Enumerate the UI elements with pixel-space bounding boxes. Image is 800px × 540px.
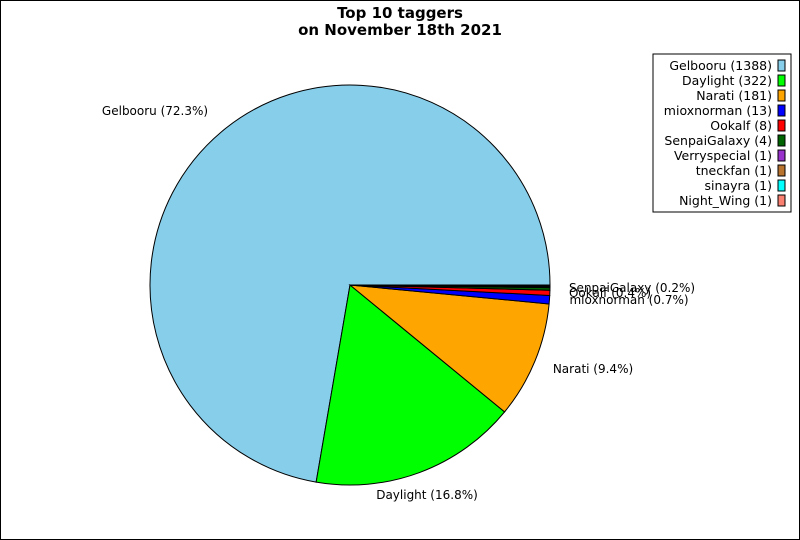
slice-label-ookalf: Ookalf (0.4%) — [569, 286, 651, 300]
legend-label-ookalf: Ookalf (8) — [710, 118, 772, 133]
legend-swatch-daylight — [777, 74, 786, 87]
slice-labels: Gelbooru (72.3%) Daylight (16.8%) Narati (… — [102, 104, 695, 502]
slice-label-daylight: Daylight (16.8%) — [376, 488, 478, 502]
legend-swatch-night_wing — [777, 194, 786, 207]
pie-slice-gelbooru — [149, 84, 551, 483]
chart-title-line-2: on November 18th 2021 — [298, 21, 502, 39]
legend-label-narati: Narati (181) — [696, 88, 772, 103]
legend: Gelbooru (1388)Daylight (322)Narati (181… — [652, 53, 792, 213]
slice-label-senpaigalaxy: SenpaiGalaxy (0.2%) — [569, 281, 695, 295]
legend-label-gelbooru: Gelbooru (1388) — [669, 58, 772, 73]
legend-swatch-sinayra — [777, 179, 786, 192]
legend-label-senpaigalaxy: SenpaiGalaxy (4) — [664, 133, 772, 148]
legend-label-mioxnorman: mioxnorman (13) — [664, 103, 772, 118]
legend-swatch-mioxnorman — [777, 104, 786, 117]
chart-title-line-1: Top 10 taggers — [337, 4, 463, 22]
slice-label-mioxnorman: mioxnorman (0.7%) — [569, 293, 688, 307]
legend-box — [652, 53, 792, 213]
legend-swatch-tneckfan — [777, 164, 786, 177]
pie-slice-daylight — [315, 284, 506, 486]
legend-swatch-gelbooru — [777, 59, 786, 72]
pie-slice-narati — [348, 284, 550, 413]
legend-swatch-verryspecial — [777, 149, 786, 162]
pie-slices — [149, 84, 551, 486]
legend-swatch-narati — [777, 89, 786, 102]
slice-label-narati: Narati (9.4%) — [553, 362, 633, 376]
legend-label-daylight: Daylight (322) — [682, 73, 772, 88]
legend-label-verryspecial: Verryspecial (1) — [674, 148, 772, 163]
pie-slice-night_wing — [349, 284, 551, 287]
legend-label-night_wing: Night_Wing (1) — [679, 193, 772, 208]
legend-label-sinayra: sinayra (1) — [705, 178, 772, 193]
legend-label-tneckfan: tneckfan (1) — [696, 163, 772, 178]
legend-swatch-ookalf — [777, 119, 786, 132]
legend-swatch-senpaigalaxy — [777, 134, 786, 147]
slice-label-gelbooru: Gelbooru (72.3%) — [102, 104, 208, 118]
